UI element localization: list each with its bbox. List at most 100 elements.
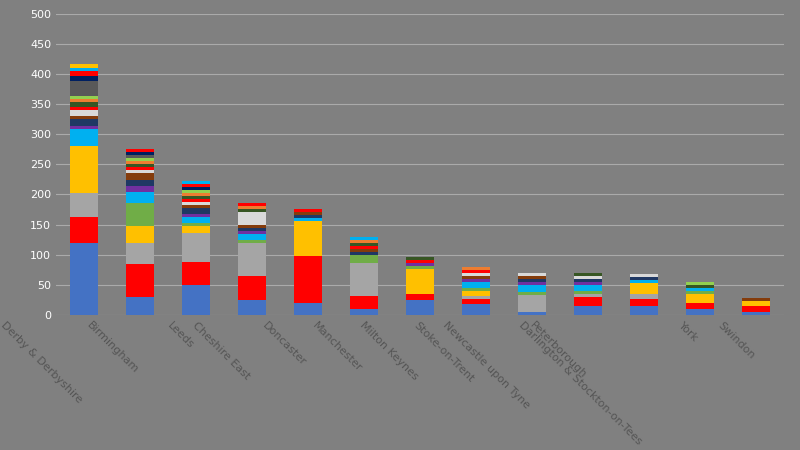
Bar [126,173,154,180]
Bar [406,300,434,315]
Bar [518,285,546,292]
Bar [630,280,658,283]
Bar [350,309,378,315]
Bar [406,266,434,269]
Bar [238,207,266,209]
Bar [574,273,602,276]
Bar [462,304,490,315]
Bar [70,96,98,99]
Bar [294,221,322,256]
Bar [462,267,490,270]
Bar [742,298,770,301]
Bar [686,303,714,309]
Bar [126,155,154,157]
Bar [406,260,434,262]
Bar [574,276,602,279]
Bar [126,148,154,152]
Bar [518,276,546,279]
Bar [350,246,378,249]
Bar [126,243,154,264]
Bar [182,205,210,207]
Bar [182,189,210,193]
Bar [70,217,98,243]
Bar [574,291,602,294]
Bar [686,288,714,291]
Bar [70,63,98,68]
Bar [350,237,378,240]
Bar [462,292,490,296]
Bar [518,295,546,312]
Bar [70,119,98,126]
Bar [742,301,770,306]
Bar [294,212,322,215]
Bar [350,243,378,246]
Bar [294,209,322,212]
Bar [574,282,602,285]
Bar [182,285,210,315]
Bar [70,72,98,76]
Bar [238,228,266,230]
Bar [238,300,266,315]
Bar [70,126,98,129]
Bar [182,196,210,198]
Bar [406,262,434,265]
Bar [630,283,658,294]
Bar [182,180,210,184]
Bar [238,203,266,207]
Bar [126,264,154,297]
Bar [686,294,714,303]
Bar [182,214,210,217]
Bar [182,198,210,202]
Bar [126,297,154,315]
Bar [742,312,770,315]
Bar [126,166,154,170]
Bar [630,274,658,277]
Bar [182,217,210,223]
Bar [182,193,210,196]
Bar [126,192,154,203]
Bar [182,233,210,262]
Bar [518,273,546,276]
Bar [574,279,602,282]
Bar [462,270,490,274]
Bar [70,107,98,110]
Bar [238,212,266,225]
Bar [70,76,98,81]
Bar [462,276,490,279]
Bar [126,170,154,173]
Bar [70,193,98,217]
Bar [238,239,266,243]
Bar [70,146,98,193]
Bar [574,306,602,315]
Bar [70,102,98,107]
Bar [126,226,154,243]
Bar [350,240,378,243]
Bar [182,202,210,205]
Bar [350,296,378,309]
Bar [406,294,434,300]
Bar [630,294,658,299]
Bar [574,294,602,297]
Bar [350,249,378,252]
Bar [518,282,546,285]
Bar [686,291,714,294]
Bar [126,152,154,155]
Bar [574,297,602,306]
Bar [238,230,266,234]
Bar [70,116,98,119]
Bar [182,187,210,189]
Bar [630,306,658,315]
Bar [686,285,714,288]
Bar [182,207,210,214]
Bar [350,262,378,296]
Bar [686,282,714,285]
Bar [126,186,154,192]
Bar [294,256,322,303]
Bar [70,129,98,146]
Bar [406,256,434,260]
Bar [518,279,546,282]
Bar [126,203,154,226]
Bar [462,296,490,299]
Bar [182,184,210,187]
Bar [238,276,266,300]
